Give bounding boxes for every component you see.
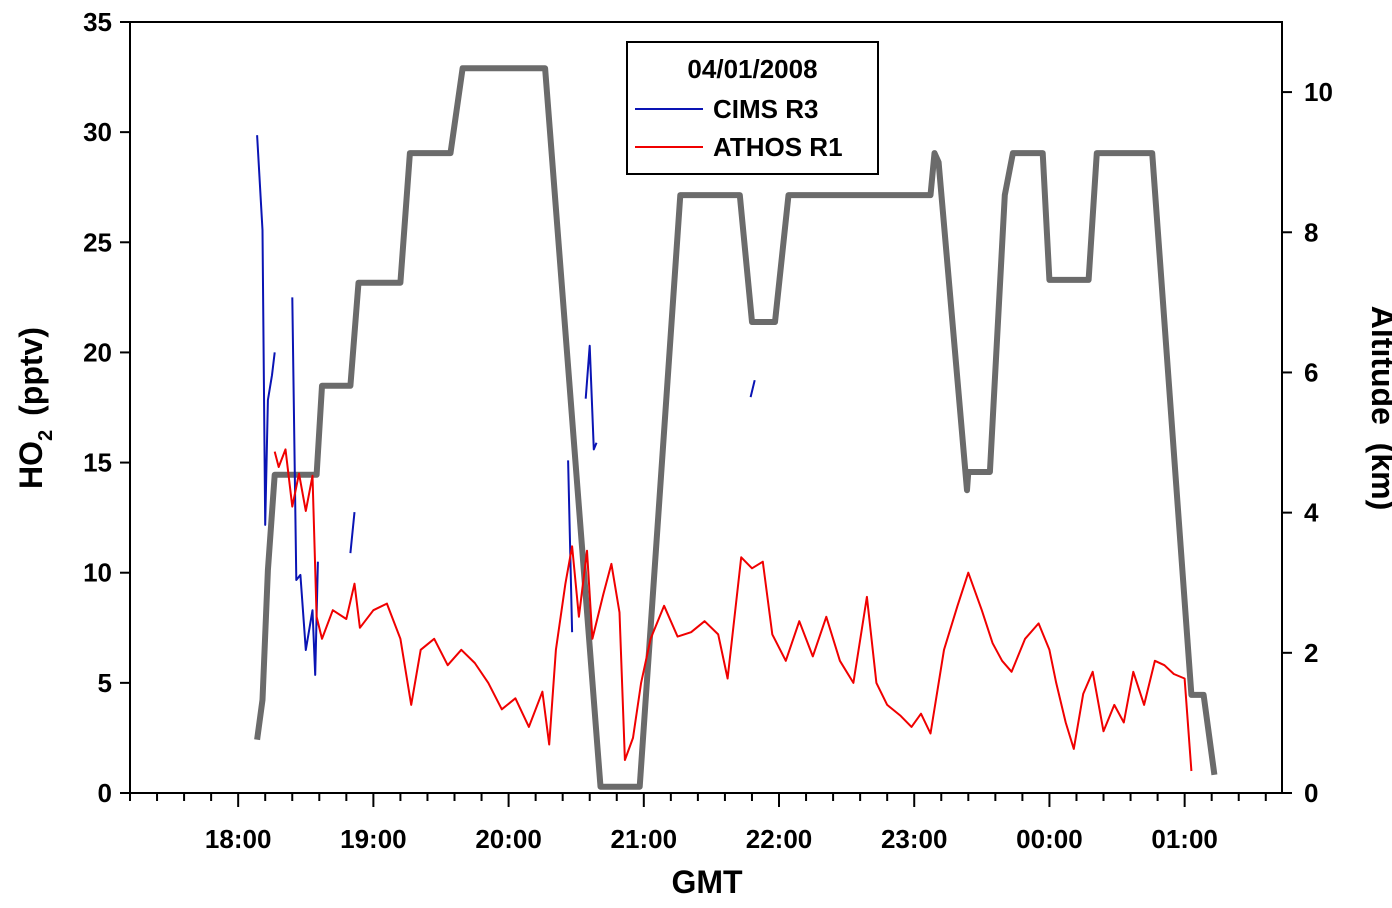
y2-axis-label: Altitude (km) [1365, 306, 1392, 510]
y2-tick-label: 4 [1304, 498, 1319, 528]
y2-tick-label: 2 [1304, 638, 1318, 668]
y2-tick-label: 6 [1304, 357, 1318, 387]
x-tick-label: 23:00 [881, 824, 948, 854]
y-axis-label: HO2 (pptv) [13, 327, 57, 489]
y2-tick-label: 10 [1304, 77, 1333, 107]
legend-label: ATHOS R1 [713, 132, 843, 162]
y2-tick-label: 0 [1304, 778, 1318, 808]
y2-tick-label: 8 [1304, 217, 1318, 247]
altitude-line [254, 65, 1218, 790]
x-tick-label: 00:00 [1016, 824, 1083, 854]
y-tick-label: 20 [83, 337, 112, 367]
y-tick-label: 10 [83, 558, 112, 588]
x-axis-label: GMT [671, 864, 743, 900]
y-tick-label: 30 [83, 117, 112, 147]
x-tick-label: 21:00 [611, 824, 678, 854]
y-label-sub: 2 [35, 430, 57, 441]
y-tick-label: 35 [83, 7, 112, 37]
plot-frame [129, 21, 1283, 794]
legend-title: 04/01/2008 [687, 54, 817, 84]
y-tick-label: 25 [83, 227, 112, 257]
y-tick-label: 15 [83, 448, 112, 478]
x-tick-label: 18:00 [205, 824, 272, 854]
x-tick-label: 01:00 [1151, 824, 1218, 854]
y-label-main: HO [13, 441, 49, 489]
y-label-unit: (pptv) [13, 327, 49, 416]
x-tick-label: 20:00 [475, 824, 542, 854]
x-tick-label: 19:00 [340, 824, 407, 854]
series-line [273, 448, 1193, 772]
legend-label: CIMS R3 [713, 94, 818, 124]
y-tick-label: 0 [98, 778, 112, 808]
y-tick-label: 5 [98, 668, 112, 698]
series-line [256, 135, 756, 676]
x-tick-label: 22:00 [746, 824, 813, 854]
